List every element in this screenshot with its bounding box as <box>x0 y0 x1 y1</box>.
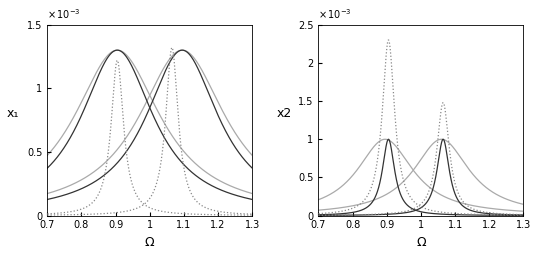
Text: $\times\,10^{-3}$: $\times\,10^{-3}$ <box>318 7 352 21</box>
Y-axis label: x2: x2 <box>277 107 292 120</box>
X-axis label: Ω: Ω <box>416 236 426 249</box>
Y-axis label: x₁: x₁ <box>7 107 19 120</box>
Text: $\times\,10^{-3}$: $\times\,10^{-3}$ <box>47 7 81 21</box>
X-axis label: Ω: Ω <box>145 236 154 249</box>
